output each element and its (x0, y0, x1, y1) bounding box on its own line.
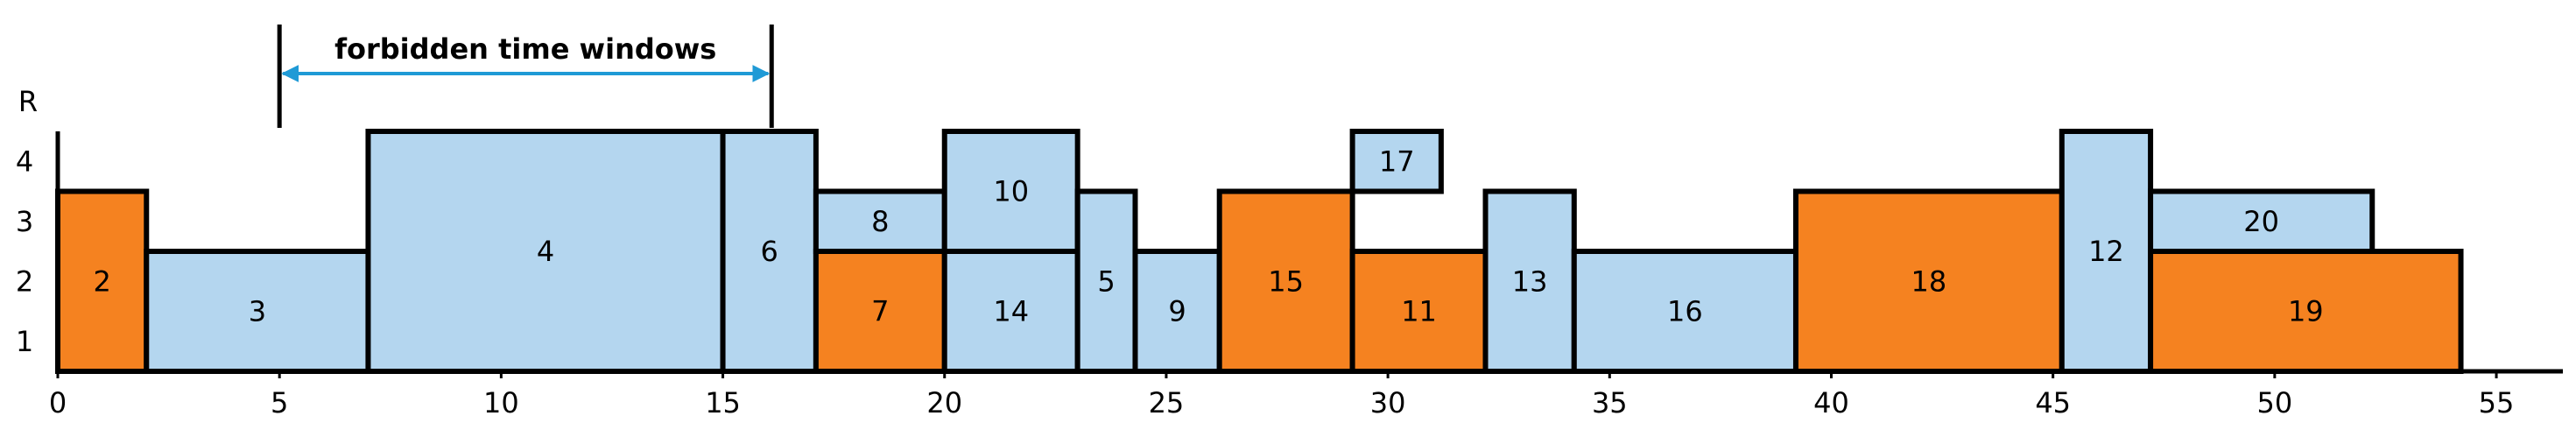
task-label: 9 (1168, 295, 1186, 328)
task-block (2148, 249, 2464, 374)
task-block (941, 249, 1080, 374)
x-tick-label: 0 (49, 386, 67, 419)
annotation-text: forbidden time windows (334, 32, 716, 66)
y-tick-label: 1 (16, 325, 33, 358)
task-label: 16 (1667, 295, 1703, 328)
task-label: 11 (1401, 295, 1437, 328)
x-tick-label: 40 (1813, 386, 1849, 419)
y-axis-label: R (18, 85, 38, 118)
task-label: 20 (2243, 205, 2279, 238)
task-label: 2 (93, 264, 110, 298)
task-label: 13 (1512, 264, 1548, 298)
task-block (1792, 188, 2065, 374)
task-label: 4 (537, 235, 554, 268)
task-block (813, 249, 947, 374)
y-tick-label: 3 (16, 205, 33, 238)
task-label: 5 (1097, 264, 1115, 298)
task-block (1482, 188, 1577, 374)
task-block (365, 129, 726, 374)
y-tick-label: 2 (16, 264, 33, 298)
x-tick-label: 15 (705, 386, 741, 419)
task-label: 18 (1911, 264, 1947, 298)
x-tick-label: 20 (926, 386, 962, 419)
x-tick-label: 10 (483, 386, 519, 419)
x-tick-label: 55 (2479, 386, 2515, 419)
x-tick-label: 30 (1370, 386, 1406, 419)
task-block (1132, 249, 1222, 374)
x-tick-label: 5 (271, 386, 288, 419)
task-label: 6 (761, 235, 778, 268)
task-label: 14 (993, 295, 1029, 328)
x-tick-label: 50 (2256, 386, 2292, 419)
task-label: 15 (1268, 264, 1304, 298)
task-label: 19 (2288, 295, 2324, 328)
task-label: 7 (871, 295, 889, 328)
task-block (2059, 129, 2154, 374)
task-label: 3 (249, 295, 266, 328)
task-label: 17 (1379, 145, 1415, 178)
y-tick-label: 4 (16, 145, 33, 178)
task-label: 10 (993, 175, 1029, 208)
x-tick-label: 35 (1592, 386, 1628, 419)
task-label: 8 (871, 205, 889, 238)
task-label: 12 (2088, 235, 2124, 268)
x-tick-label: 25 (1149, 386, 1185, 419)
task-block (1349, 129, 1444, 194)
x-tick-label: 45 (2035, 386, 2071, 419)
